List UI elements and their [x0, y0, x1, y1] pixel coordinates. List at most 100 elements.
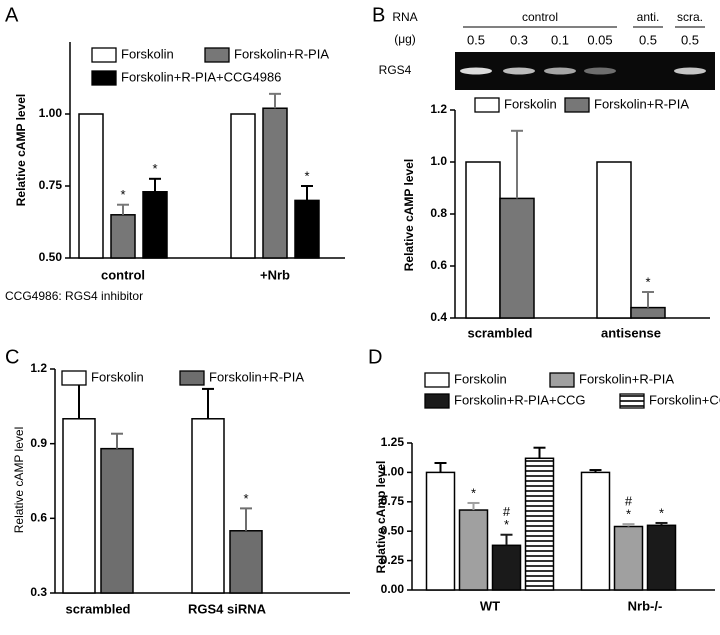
- bar: [613, 525, 644, 591]
- bar: [78, 113, 104, 259]
- bar: [524, 457, 555, 591]
- legend-swatch: [564, 97, 590, 113]
- gel-amount: 0.5: [639, 32, 657, 47]
- legend-swatch: [424, 372, 450, 388]
- gel-band: [674, 67, 706, 75]
- legend-label: Forskolin+R-PIA+CCG4986: [121, 69, 281, 84]
- gel-group: control: [522, 10, 558, 24]
- significance-mark: *: [626, 507, 631, 522]
- gel-amount: 0.5: [467, 32, 485, 47]
- bar: [491, 544, 522, 591]
- legend-swatch: [91, 70, 117, 86]
- legend-swatch: [61, 370, 87, 386]
- y-tick-label: 0.00: [381, 582, 405, 596]
- bar: [62, 418, 96, 594]
- legend-swatch: [204, 47, 230, 63]
- note: CCG4986: RGS4 inhibitor: [5, 289, 143, 303]
- y-tick-label: 1.2: [30, 361, 47, 375]
- bar: [646, 524, 677, 591]
- significance-mark: *: [152, 161, 157, 176]
- gel-band: [584, 67, 616, 75]
- significance-mark: *: [504, 517, 509, 532]
- x-tick-label: scrambled: [65, 601, 130, 616]
- panel-letter: B: [372, 4, 385, 26]
- gel-group: anti.: [637, 10, 660, 24]
- y-tick-label: 0.6: [430, 258, 447, 272]
- bar: [142, 191, 168, 259]
- gel-band: [460, 67, 492, 75]
- y-tick-label: 0.75: [381, 494, 405, 508]
- legend-swatch: [474, 97, 500, 113]
- significance-mark: #: [503, 504, 511, 519]
- y-tick-label: 0.25: [381, 553, 405, 567]
- gel-band: [544, 67, 576, 75]
- significance-mark: *: [243, 491, 248, 506]
- y-tick-label: 0.6: [30, 511, 47, 525]
- x-tick-label: WT: [480, 598, 500, 613]
- gel-header: (μg): [394, 32, 416, 46]
- bar: [191, 418, 225, 594]
- legend-swatch: [549, 372, 575, 388]
- x-tick-label: antisense: [601, 325, 661, 340]
- gel-amount: 0.1: [551, 32, 569, 47]
- gel-row-label: RGS4: [379, 63, 412, 77]
- significance-mark: *: [645, 274, 650, 289]
- legend-label: Forskolin+R-PIA: [579, 371, 674, 386]
- significance-mark: *: [304, 168, 309, 183]
- bar: [580, 471, 611, 591]
- legend-label: Forskolin+R-PIA+CCG: [454, 392, 585, 407]
- legend-label: Forskolin: [91, 369, 144, 384]
- legend-label: Forskolin+R-PIA: [234, 46, 329, 61]
- gel-image: [455, 52, 715, 90]
- legend-label: Forskolin: [121, 46, 174, 61]
- significance-mark: *: [120, 187, 125, 202]
- bar: [262, 107, 288, 259]
- y-axis-label: Relative cAMP level: [14, 94, 28, 207]
- legend-swatch: [91, 47, 117, 63]
- bar: [458, 509, 489, 591]
- legend-label: Forskolin: [454, 371, 507, 386]
- bar: [499, 197, 535, 319]
- legend-swatch: [424, 393, 450, 409]
- y-axis-label: Relative cAmp level: [374, 461, 388, 574]
- x-tick-label: control: [101, 267, 145, 282]
- legend-label: Forskolin+R-PIA: [209, 369, 304, 384]
- y-tick-label: 0.75: [39, 178, 63, 192]
- y-tick-label: 1.00: [381, 465, 405, 479]
- bar: [465, 161, 501, 319]
- bar: [294, 199, 320, 259]
- x-tick-label: +Nrb: [260, 267, 290, 282]
- y-tick-label: 0.50: [39, 250, 63, 264]
- bar: [230, 113, 256, 259]
- bar: [596, 161, 632, 319]
- y-tick-label: 0.8: [430, 206, 447, 220]
- bar: [630, 306, 666, 319]
- y-tick-label: 1.2: [430, 102, 447, 116]
- x-tick-label: scrambled: [467, 325, 532, 340]
- legend-swatch: [619, 393, 645, 409]
- y-tick-label: 0.50: [381, 523, 405, 537]
- gel-amount: 0.3: [510, 32, 528, 47]
- gel-band: [503, 67, 535, 75]
- y-tick-label: 0.3: [30, 585, 47, 599]
- legend-label: Forskolin+CCG: [649, 392, 720, 407]
- legend-swatch: [179, 370, 205, 386]
- y-axis-label: Relative cAMP level: [12, 427, 26, 534]
- panel-letter: A: [5, 4, 19, 26]
- gel-amount: 0.5: [681, 32, 699, 47]
- y-tick-label: 1.25: [381, 435, 405, 449]
- y-tick-label: 1.00: [39, 106, 63, 120]
- x-tick-label: RGS4 siRNA: [188, 601, 267, 616]
- gel-header: RNA: [392, 10, 417, 24]
- y-tick-label: 0.4: [430, 310, 447, 324]
- x-tick-label: Nrb-/-: [628, 598, 663, 613]
- gel-group: scra.: [677, 10, 703, 24]
- y-tick-label: 1.0: [430, 154, 447, 168]
- panel-letter: D: [368, 346, 382, 368]
- panel-letter: C: [5, 346, 19, 368]
- bar: [110, 214, 136, 259]
- significance-mark: *: [471, 485, 476, 500]
- legend-label: Forskolin: [504, 96, 557, 111]
- bar: [229, 530, 263, 594]
